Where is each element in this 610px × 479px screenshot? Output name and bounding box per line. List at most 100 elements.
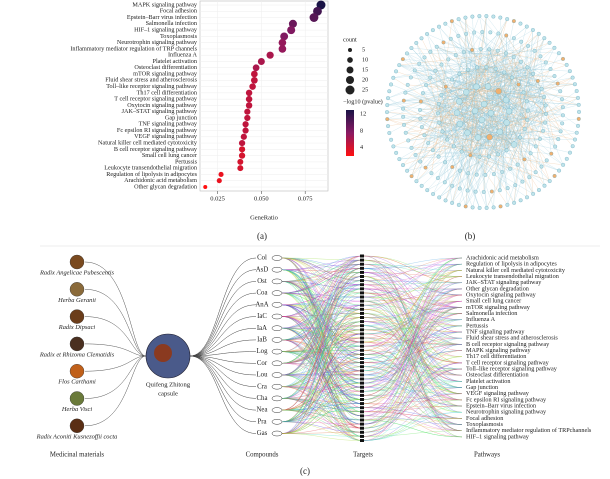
herb-label: Radix et Rhizoma Clematidis — [39, 351, 115, 358]
pathway-label: Inflammatory mediator regulation of TRPc… — [466, 427, 592, 434]
network-node — [477, 205, 482, 210]
dot — [288, 19, 297, 28]
dot — [240, 133, 247, 140]
target-link — [281, 354, 363, 376]
pathway-link — [363, 270, 463, 429]
target-link — [281, 378, 363, 422]
network-node — [577, 109, 581, 114]
dot — [216, 178, 222, 184]
network-node — [541, 128, 546, 133]
target-link — [281, 398, 363, 421]
herb-label: Radix Angelicae Pubescentis — [39, 269, 115, 276]
network-edge — [466, 91, 499, 93]
network-node — [572, 82, 577, 87]
herb-image — [69, 391, 85, 406]
network-edge — [451, 21, 498, 51]
network-edge — [441, 64, 460, 102]
network-edge — [545, 113, 563, 116]
network-node — [561, 56, 565, 61]
colorbar-label: 4 — [360, 144, 363, 151]
category-label: Epstein–Barr virus infection — [127, 14, 197, 21]
pathway-link — [363, 272, 463, 277]
compound-node — [271, 372, 283, 378]
network-node — [561, 162, 566, 167]
network-node — [387, 89, 392, 94]
network-edge — [406, 53, 499, 155]
target-link — [281, 403, 363, 411]
network-node — [560, 97, 564, 102]
target-node — [360, 381, 364, 385]
network-node — [511, 19, 516, 24]
network-node — [538, 54, 543, 59]
target-link — [281, 292, 363, 302]
pathway-label: MAPK signaling pathway — [466, 347, 532, 354]
network-node — [394, 150, 399, 155]
pathway-link — [363, 294, 463, 302]
pathway-link — [363, 270, 463, 380]
network-node — [531, 191, 536, 196]
network-node — [552, 174, 557, 178]
pathway-link — [363, 294, 463, 437]
network-edge — [421, 38, 446, 87]
network-node — [430, 28, 435, 33]
category-label: Small cell lung cancer — [142, 152, 197, 159]
network-edge — [402, 59, 499, 155]
network-node — [484, 83, 492, 90]
target-link — [281, 398, 363, 412]
network-edge — [470, 80, 538, 156]
network-node — [478, 116, 485, 124]
network-edge — [461, 151, 534, 195]
network-node — [461, 50, 466, 54]
pathway-link — [363, 294, 463, 343]
network-node — [491, 14, 496, 19]
target-link — [281, 292, 363, 298]
target-link — [281, 325, 363, 329]
target-node — [360, 426, 364, 430]
network-node — [543, 120, 548, 125]
pathway-link — [363, 264, 463, 296]
network-edge — [523, 92, 578, 99]
network-node — [437, 195, 442, 200]
network-node — [466, 171, 471, 176]
target-link — [281, 351, 363, 380]
network-node — [453, 109, 461, 116]
network-edge — [414, 70, 439, 105]
network-node — [564, 156, 569, 161]
network-node — [419, 125, 424, 130]
network-node — [526, 43, 531, 48]
network-edge — [432, 86, 489, 195]
target-node — [360, 270, 364, 274]
dot — [245, 102, 253, 109]
pathway-link — [363, 257, 463, 310]
network-node — [385, 103, 390, 108]
target-node — [360, 291, 364, 295]
network-edge — [526, 101, 561, 132]
network-node — [443, 84, 448, 89]
network-node — [552, 45, 557, 50]
target-node — [360, 287, 364, 291]
network-edge — [537, 47, 555, 82]
target-link — [281, 281, 363, 310]
compound-link — [189, 327, 257, 357]
pathway-link — [363, 257, 463, 421]
dot — [252, 64, 260, 72]
network-edge — [483, 19, 508, 105]
network-node — [449, 19, 454, 24]
network-edge — [437, 113, 471, 156]
pathway-link — [363, 418, 463, 437]
compound-node — [271, 360, 283, 367]
pathway-link — [363, 381, 463, 392]
network-edge — [537, 80, 544, 131]
pathway-link — [363, 381, 463, 429]
network-node — [522, 157, 527, 162]
compound-node — [271, 278, 283, 285]
compound-label: Coa — [257, 290, 268, 297]
network-node — [456, 202, 461, 207]
dot — [242, 127, 249, 134]
network-node — [405, 168, 410, 173]
pathway-link — [363, 270, 463, 388]
network-edge — [497, 111, 510, 155]
compound-label: AnA — [255, 301, 268, 308]
network-node — [465, 188, 470, 193]
network-node — [477, 154, 482, 159]
